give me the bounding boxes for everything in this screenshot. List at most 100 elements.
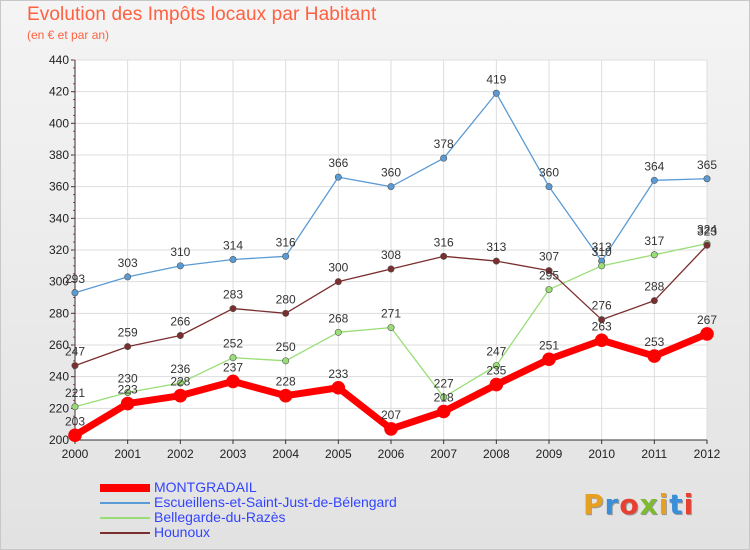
series-point-1 bbox=[176, 262, 184, 270]
legend-label: Bellegarde-du-Razès bbox=[154, 509, 286, 525]
data-label-1: 314 bbox=[223, 239, 243, 253]
brand-letter: o bbox=[619, 488, 640, 521]
chart-title: Evolution des Impôts locaux par Habitant bbox=[27, 4, 377, 25]
data-label-3: 280 bbox=[276, 292, 296, 306]
series-point-0 bbox=[173, 388, 188, 403]
series-point-2 bbox=[176, 379, 184, 387]
x-tick-label: 2010 bbox=[588, 447, 615, 461]
y-tick-label: 340 bbox=[49, 211, 69, 225]
series-point-0 bbox=[384, 422, 398, 436]
y-tick-label: 280 bbox=[49, 306, 69, 320]
data-label-1: 303 bbox=[118, 256, 138, 270]
data-label-1: 316 bbox=[276, 235, 296, 249]
data-label-2: 247 bbox=[486, 345, 506, 359]
data-label-2: 227 bbox=[434, 376, 454, 390]
data-label-1: 419 bbox=[486, 72, 506, 86]
data-label-0: 237 bbox=[223, 360, 243, 374]
series-point-0 bbox=[68, 428, 82, 443]
data-label-3: 313 bbox=[486, 240, 506, 254]
series-point-1 bbox=[387, 183, 395, 191]
data-label-1: 360 bbox=[539, 166, 559, 180]
chart-subtitle: (en € et par an) bbox=[27, 28, 110, 42]
brand-letter: P bbox=[583, 488, 605, 521]
series-point-2 bbox=[650, 251, 658, 259]
y-tick-label: 200 bbox=[49, 433, 69, 447]
data-label-0: 228 bbox=[170, 375, 190, 389]
data-label-0: 251 bbox=[539, 338, 559, 352]
data-label-3: 288 bbox=[644, 280, 664, 294]
data-label-1: 364 bbox=[644, 159, 664, 173]
series-point-0 bbox=[226, 374, 240, 389]
data-label-0: 253 bbox=[644, 335, 664, 349]
series-point-0 bbox=[700, 327, 714, 341]
x-tick-label: 2000 bbox=[62, 447, 89, 461]
series-point-1 bbox=[492, 89, 500, 97]
series-point-2 bbox=[282, 357, 290, 365]
series-point-1 bbox=[440, 154, 448, 162]
series-point-0 bbox=[278, 388, 293, 403]
data-label-2: 236 bbox=[170, 362, 190, 376]
series-point-3 bbox=[334, 278, 342, 286]
data-label-0: 263 bbox=[592, 319, 612, 333]
series-point-3 bbox=[124, 343, 132, 351]
series-point-3 bbox=[229, 305, 237, 313]
series-point-2 bbox=[440, 393, 448, 401]
data-label-2: 268 bbox=[328, 311, 348, 325]
brand-logo: Proxiti bbox=[583, 488, 694, 521]
x-tick-label: 2006 bbox=[378, 447, 405, 461]
series-point-1 bbox=[703, 175, 711, 183]
series-point-0 bbox=[331, 380, 346, 395]
data-label-3: 300 bbox=[328, 261, 348, 275]
data-label-0: 235 bbox=[486, 364, 506, 378]
data-label-3: 283 bbox=[223, 288, 243, 302]
legend-swatch bbox=[100, 532, 150, 534]
series-point-0 bbox=[436, 404, 451, 419]
x-tick-label: 2009 bbox=[536, 447, 563, 461]
data-label-2: 221 bbox=[65, 386, 85, 400]
brand-letter: i bbox=[683, 488, 695, 521]
data-label-2: 317 bbox=[644, 234, 664, 248]
legend-swatch bbox=[100, 517, 150, 519]
data-label-0: 207 bbox=[381, 408, 401, 422]
series-point-2 bbox=[387, 324, 395, 332]
x-tick-label: 2003 bbox=[220, 447, 247, 461]
series-point-3 bbox=[440, 252, 448, 260]
legend-swatch bbox=[100, 502, 150, 504]
series-point-3 bbox=[71, 362, 79, 370]
data-label-1: 378 bbox=[434, 137, 454, 151]
y-tick-label: 320 bbox=[49, 243, 69, 257]
brand-letter: t bbox=[669, 488, 684, 521]
series-point-3 bbox=[492, 257, 500, 265]
y-tick-label: 380 bbox=[49, 148, 69, 162]
data-label-2: 230 bbox=[118, 372, 138, 386]
x-tick-label: 2007 bbox=[430, 447, 457, 461]
brand-letter: r bbox=[604, 488, 620, 521]
x-tick-label: 2008 bbox=[483, 447, 510, 461]
brand-letter: x bbox=[639, 488, 659, 521]
series-point-3 bbox=[282, 309, 290, 317]
series-point-2 bbox=[545, 286, 553, 294]
data-label-1: 366 bbox=[328, 156, 348, 170]
series-point-0 bbox=[542, 352, 556, 367]
series-point-1 bbox=[334, 173, 342, 181]
series-point-3 bbox=[176, 331, 184, 339]
x-tick-label: 2011 bbox=[641, 447, 667, 461]
series-point-3 bbox=[545, 267, 553, 275]
data-label-2: 252 bbox=[223, 337, 243, 351]
data-label-2: 295 bbox=[539, 269, 559, 283]
x-tick-label: 2001 bbox=[114, 447, 141, 461]
data-label-3: 259 bbox=[118, 326, 138, 340]
data-label-1: 365 bbox=[697, 158, 717, 172]
data-label-2: 324 bbox=[697, 223, 717, 237]
x-tick-label: 2012 bbox=[694, 447, 721, 461]
legend-label: MONTGRADAIL bbox=[154, 479, 257, 495]
data-label-3: 316 bbox=[434, 235, 454, 249]
data-label-2: 271 bbox=[381, 307, 401, 321]
x-tick-label: 2002 bbox=[167, 447, 194, 461]
data-label-1: 293 bbox=[65, 272, 85, 286]
series-point-1 bbox=[282, 252, 290, 260]
legend-label: Escueillens-et-Saint-Just-de-Bélengard bbox=[154, 494, 397, 510]
y-tick-label: 420 bbox=[49, 85, 69, 99]
series-point-0 bbox=[594, 333, 609, 348]
